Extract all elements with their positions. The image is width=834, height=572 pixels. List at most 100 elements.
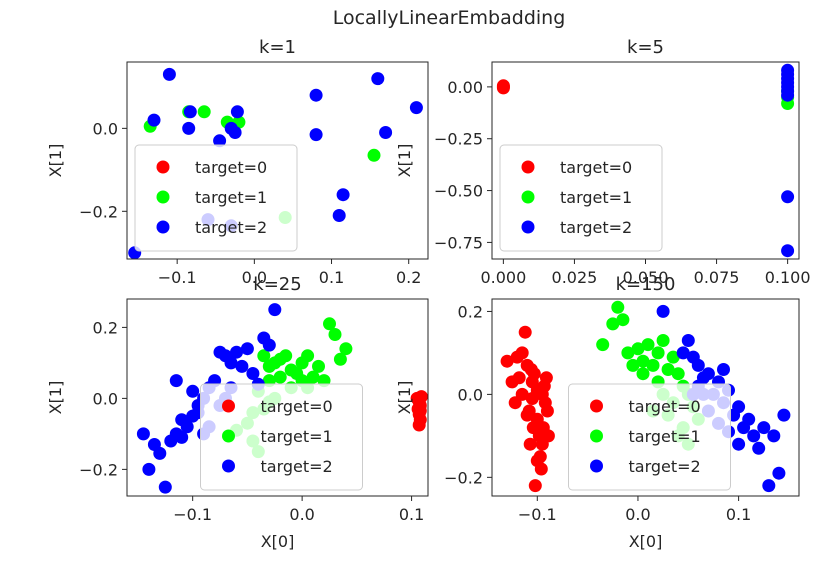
point-s1-7	[641, 338, 655, 352]
point-s0-24	[530, 454, 544, 468]
points	[496, 63, 795, 258]
legend-label-1: target=1	[261, 427, 333, 446]
points	[128, 67, 423, 259]
x-tick-label-2: 0.1	[726, 505, 751, 524]
point-s2-14	[742, 412, 756, 426]
point-s1-15	[339, 342, 353, 356]
x-tick-label-0: 0.000	[480, 268, 526, 287]
x-tick-label-2: 0.050	[623, 268, 669, 287]
point-s2-22	[732, 437, 746, 451]
point-s2-18	[762, 479, 776, 493]
y-tick-label-0: −0.2	[79, 202, 118, 221]
subplot-2: 0.000 0.025 0.050 0.075 0.100 0.00 −0.25 −0.50 −…	[395, 37, 811, 287]
x-axis-label: X[0]	[629, 532, 663, 551]
point-s2-12	[309, 128, 323, 142]
x-tick-label-1: 0.0	[289, 505, 314, 524]
point-s0-22	[523, 437, 537, 451]
point-s0-25	[540, 404, 554, 418]
point-s1-16	[273, 370, 287, 384]
point-s2-6	[701, 367, 715, 381]
legend: target=0 target=1 target=2	[499, 144, 663, 252]
x-axis-label: X[0]	[261, 532, 295, 551]
legend-label-2: target=2	[629, 457, 701, 476]
point-s1-8	[301, 349, 315, 363]
point-s1-6	[636, 354, 650, 368]
legend-frame	[200, 383, 363, 491]
x-tick-label-2: 0.1	[399, 505, 424, 524]
point-s0-20	[525, 392, 539, 405]
point-s0-27	[539, 371, 553, 385]
x-tick-label-1: 0.025	[552, 268, 598, 287]
point-s1-25	[636, 367, 650, 381]
point-s1-9	[306, 370, 320, 384]
legend-label-0: target=0	[195, 158, 267, 177]
legend-marker-2	[222, 459, 235, 473]
subplot-title: k=25	[253, 274, 301, 295]
x-tick-label-0: −0.1	[158, 268, 197, 287]
legend-label-2: target=2	[195, 218, 267, 237]
point-s2-31	[175, 413, 189, 427]
legend: target=0 target=1 target=2	[200, 383, 363, 491]
point-s2-19	[767, 429, 781, 443]
point-s1-0	[257, 349, 271, 363]
point-s2-18	[235, 359, 249, 373]
point-s2-30	[169, 374, 183, 388]
y-tick-label-0: −0.2	[444, 468, 483, 487]
x-tick-label-4: 0.100	[765, 268, 811, 287]
legend-label-1: target=1	[195, 188, 267, 207]
legend-label-1: target=1	[560, 188, 632, 207]
point-s2-23	[262, 338, 276, 352]
point-s0-21	[520, 408, 534, 422]
legend-frame	[134, 144, 298, 252]
y-axis-label: X[1]	[46, 144, 65, 178]
point-s2-7	[781, 190, 795, 204]
point-s2-9	[228, 126, 242, 139]
point-s1-6	[367, 148, 381, 162]
point-s2-16	[752, 441, 766, 455]
point-s2-2	[162, 67, 176, 81]
x-tick-label-1: 0.0	[625, 505, 650, 524]
subplot-1: −0.1 0.0 0.1 0.2−0.20.0X[1]k=1target=0targe…	[46, 37, 429, 287]
y-tick-label-2: 0.2	[458, 302, 483, 321]
point-s2-21	[777, 408, 791, 422]
point-s0-6	[412, 418, 426, 432]
point-s2-13	[332, 209, 346, 222]
legend-label-0: target=0	[560, 158, 632, 177]
point-s0-7	[414, 390, 428, 404]
point-s2-29	[717, 363, 730, 376]
y-tick-label-0: 0.00	[447, 78, 483, 97]
legend-marker-2	[521, 220, 535, 234]
legend: target=0 target=1 target=2	[568, 383, 731, 491]
point-s1-26	[626, 358, 640, 372]
point-s2-1	[142, 462, 156, 476]
legend-label-2: target=2	[560, 218, 632, 237]
x-tick-label-3: 0.2	[396, 268, 421, 287]
y-tick-label-0: −0.2	[79, 460, 118, 479]
legend-marker-1	[521, 190, 535, 204]
point-s2-11	[309, 88, 323, 102]
point-s2-0	[656, 304, 670, 318]
point-s1-12	[323, 317, 336, 331]
point-s2-8	[781, 244, 795, 258]
legend-marker-1	[590, 429, 603, 443]
legend-marker-0	[590, 399, 603, 413]
y-tick-label-2: −0.50	[434, 182, 483, 201]
legend: target=0 target=1 target=2	[134, 144, 298, 252]
point-s1-2	[611, 300, 625, 314]
point-s0-26	[541, 429, 555, 443]
y-tick-label-1: 0.0	[93, 389, 118, 408]
y-tick-label-1: −0.25	[434, 130, 483, 149]
y-axis-label: X[1]	[46, 381, 65, 415]
point-s2-6	[781, 88, 795, 102]
x-tick-label-2: 0.1	[319, 268, 344, 287]
subplot-4: −0.1 0.0 0.1 −0.2 0.0 0.2 X[0] X[1] k=150 target=…	[395, 274, 800, 551]
point-s2-16	[379, 126, 393, 139]
point-s2-7	[175, 430, 189, 444]
point-s1-2	[197, 105, 211, 119]
point-s1-0	[596, 338, 610, 352]
point-s2-20	[772, 466, 786, 480]
point-s2-2	[681, 334, 695, 347]
subplots: −0.1 0.0 0.1 0.2−0.20.0X[1]k=1target=0targe…	[46, 37, 811, 551]
point-s0-4	[515, 387, 529, 401]
